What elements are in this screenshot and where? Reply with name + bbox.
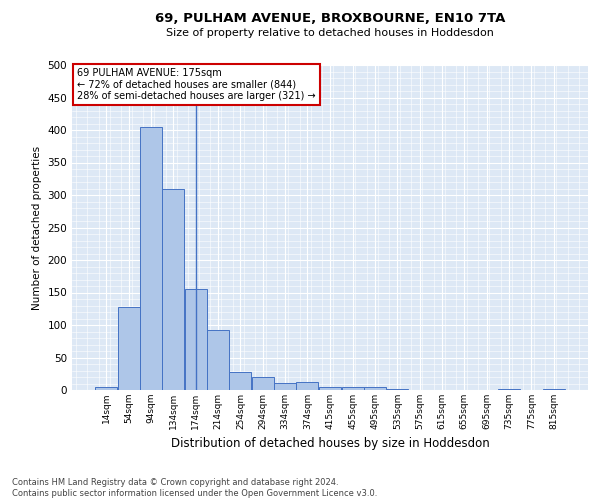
Y-axis label: Number of detached properties: Number of detached properties [32, 146, 42, 310]
Bar [185, 289, 206, 390]
Bar [229, 372, 251, 390]
Bar [140, 126, 162, 390]
Bar [163, 188, 184, 390]
Text: Size of property relative to detached houses in Hoddesdon: Size of property relative to detached ho… [166, 28, 494, 38]
Bar [319, 388, 341, 390]
Text: Contains HM Land Registry data © Crown copyright and database right 2024.
Contai: Contains HM Land Registry data © Crown c… [12, 478, 377, 498]
X-axis label: Distribution of detached houses by size in Hoddesdon: Distribution of detached houses by size … [170, 438, 490, 450]
Bar [364, 387, 386, 390]
Bar [342, 387, 364, 390]
Bar [118, 307, 140, 390]
Text: 69 PULHAM AVENUE: 175sqm
← 72% of detached houses are smaller (844)
28% of semi-: 69 PULHAM AVENUE: 175sqm ← 72% of detach… [77, 68, 316, 102]
Bar [252, 377, 274, 390]
Text: 69, PULHAM AVENUE, BROXBOURNE, EN10 7TA: 69, PULHAM AVENUE, BROXBOURNE, EN10 7TA [155, 12, 505, 26]
Bar [274, 383, 296, 390]
Bar [207, 330, 229, 390]
Bar [95, 387, 117, 390]
Bar [296, 382, 318, 390]
